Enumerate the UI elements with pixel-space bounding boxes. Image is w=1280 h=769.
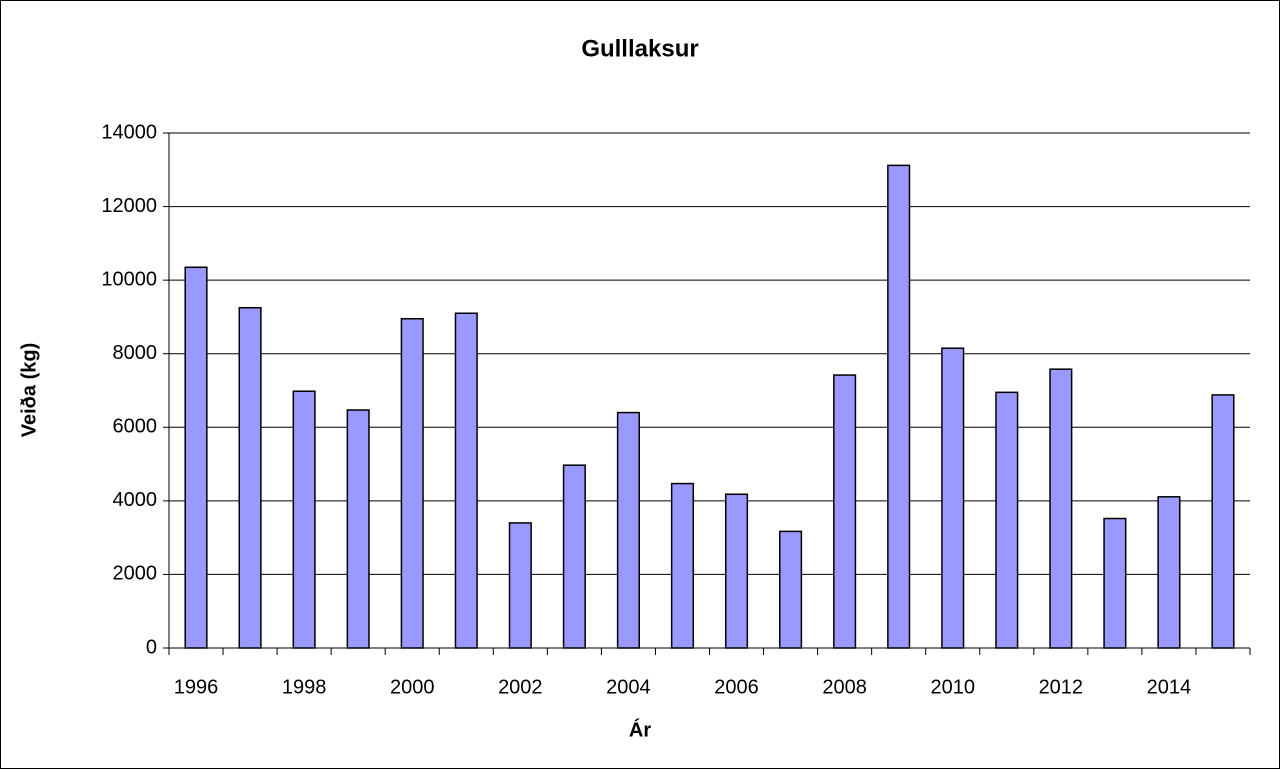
bar	[454, 312, 478, 649]
x-tick-label: 1998	[282, 676, 327, 698]
bar	[400, 318, 424, 649]
bar	[508, 522, 532, 649]
bar	[562, 464, 586, 649]
x-tick-label: 2008	[822, 676, 867, 698]
x-tick-label: 2000	[390, 676, 435, 698]
x-axis-label: Ár	[629, 718, 651, 741]
bar	[1157, 496, 1181, 649]
bar	[779, 530, 803, 649]
y-tick-label: 14000	[101, 121, 157, 143]
bar	[346, 409, 370, 649]
x-tick-label: 2014	[1147, 676, 1192, 698]
y-tick-label: 6000	[113, 416, 158, 438]
y-axis-label: Veiða (kg)	[18, 343, 40, 437]
bar	[238, 306, 262, 649]
x-tick-label: 2002	[498, 676, 543, 698]
x-tick-label: 2010	[930, 676, 975, 698]
y-tick-label: 10000	[101, 268, 157, 290]
y-tick-label: 0	[146, 636, 157, 658]
x-tick-label: 2012	[1039, 676, 1084, 698]
bar	[184, 266, 208, 649]
bar	[941, 347, 965, 649]
y-tick-label: 2000	[113, 563, 158, 585]
x-tick-label: 2006	[714, 676, 759, 698]
x-tick-label: 1996	[174, 676, 219, 698]
bar	[670, 482, 695, 649]
bar	[1103, 517, 1127, 649]
bar	[616, 411, 640, 649]
y-tick-label: 4000	[113, 489, 158, 511]
bar	[1211, 394, 1235, 649]
bar	[833, 374, 857, 649]
y-tick-label: 12000	[101, 195, 157, 217]
bar	[292, 390, 316, 649]
y-tick-label: 8000	[113, 342, 158, 364]
bar	[724, 493, 749, 649]
bar	[887, 164, 911, 649]
chart-title: Gulllaksur	[581, 35, 698, 62]
bar	[995, 391, 1019, 649]
x-tick-label: 2004	[606, 676, 651, 698]
bar	[1049, 368, 1073, 649]
